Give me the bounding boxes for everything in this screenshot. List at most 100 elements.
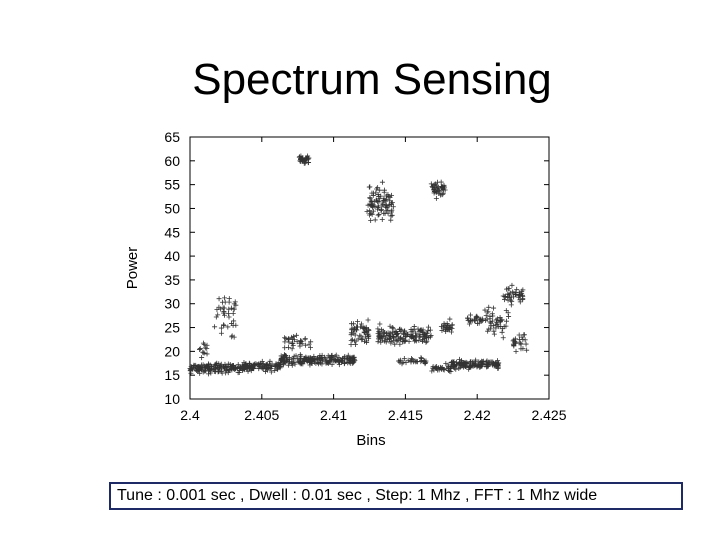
data-point <box>214 360 220 366</box>
data-point <box>388 213 394 219</box>
data-point <box>219 370 225 376</box>
data-point <box>517 299 523 305</box>
data-point <box>368 217 374 223</box>
data-point <box>366 328 372 334</box>
data-point <box>377 321 383 327</box>
data-point <box>302 160 308 166</box>
data-point <box>379 207 385 213</box>
data-point <box>297 340 303 346</box>
data-point <box>491 328 497 334</box>
y-tick-label: 40 <box>164 248 180 264</box>
y-tick-label: 15 <box>164 367 180 383</box>
data-point <box>441 321 447 327</box>
data-point <box>436 365 442 371</box>
data-point <box>417 334 423 340</box>
data-point <box>416 328 422 334</box>
data-point <box>448 329 454 335</box>
data-point <box>449 322 455 328</box>
data-point <box>376 333 382 339</box>
data-point <box>450 363 456 369</box>
data-point <box>278 353 284 359</box>
data-point <box>520 336 526 342</box>
data-point <box>509 298 515 304</box>
data-point <box>506 314 512 320</box>
data-point <box>225 370 231 376</box>
data-point <box>291 353 297 359</box>
data-point <box>226 306 232 312</box>
data-point <box>293 332 299 338</box>
data-point <box>435 184 441 190</box>
data-point <box>350 360 356 366</box>
data-point <box>247 361 253 367</box>
data-point <box>443 361 449 367</box>
data-point <box>366 184 372 190</box>
data-point <box>355 319 361 325</box>
y-axis-label: Power <box>124 247 141 290</box>
data-point <box>419 357 425 363</box>
data-point <box>425 324 431 330</box>
data-point <box>410 334 416 340</box>
data-point <box>342 359 348 365</box>
data-point <box>413 338 419 344</box>
data-point <box>364 338 370 344</box>
data-point <box>499 329 505 335</box>
data-point <box>348 342 354 348</box>
data-point <box>292 359 298 365</box>
data-point <box>361 338 367 344</box>
data-point <box>323 358 329 364</box>
data-point <box>466 363 472 369</box>
data-point <box>493 317 499 323</box>
data-point <box>380 331 386 337</box>
data-point <box>241 365 247 371</box>
data-point <box>473 314 479 320</box>
data-point <box>523 341 529 347</box>
data-point <box>384 196 390 202</box>
data-point <box>308 339 314 345</box>
data-point <box>256 362 262 368</box>
data-point <box>408 358 414 364</box>
data-point <box>266 361 272 367</box>
slide-title: Spectrum Sensing <box>192 55 552 104</box>
data-point <box>351 325 357 331</box>
data-point <box>359 337 365 343</box>
data-point <box>514 286 520 292</box>
data-point <box>349 321 355 327</box>
data-point <box>307 362 313 368</box>
data-point <box>229 333 235 339</box>
data-point <box>297 338 303 344</box>
data-point <box>479 358 485 364</box>
data-point <box>433 195 439 201</box>
y-tick-label: 25 <box>164 320 180 336</box>
data-point <box>259 361 265 367</box>
data-point <box>209 363 215 369</box>
data-point <box>392 328 398 334</box>
data-point <box>425 328 431 334</box>
parameters-caption-text: Tune : 0.001 sec , Dwell : 0.01 sec , St… <box>117 487 598 504</box>
data-point <box>302 336 308 342</box>
data-point <box>428 332 434 338</box>
data-point <box>380 200 386 206</box>
data-point <box>484 316 490 322</box>
data-point <box>403 333 409 339</box>
data-point <box>423 339 429 345</box>
data-point <box>267 365 273 371</box>
data-point <box>505 286 511 292</box>
data-point <box>397 357 403 363</box>
data-point <box>463 360 469 366</box>
data-point <box>487 314 493 320</box>
data-point <box>431 183 437 189</box>
data-point <box>394 338 400 344</box>
data-point <box>225 324 231 330</box>
data-point <box>233 322 239 328</box>
data-point <box>317 353 323 359</box>
data-point <box>439 328 445 334</box>
y-tick-label: 65 <box>164 129 180 145</box>
data-point <box>383 193 389 199</box>
data-point <box>480 316 486 322</box>
data-point <box>365 317 371 323</box>
data-point <box>503 293 509 299</box>
data-point <box>462 363 468 369</box>
data-point <box>289 346 295 352</box>
data-point <box>468 317 474 323</box>
data-point <box>510 290 516 296</box>
